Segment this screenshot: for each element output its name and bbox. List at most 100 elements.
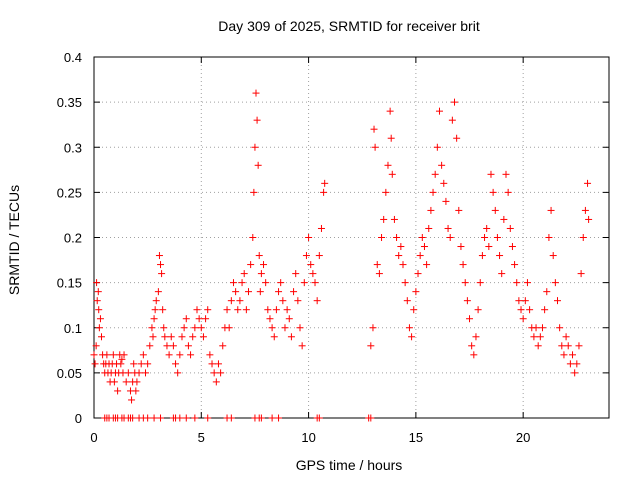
data-point [508,243,516,251]
data-point [124,369,132,377]
data-point [214,360,222,368]
data-point [425,224,433,232]
data-point [371,143,379,151]
data-points [90,89,593,422]
data-point [564,342,572,350]
data-point [498,270,506,278]
data-point [461,279,469,287]
data-point [401,279,409,287]
data-point [160,324,168,332]
data-point [195,315,203,323]
data-point [184,342,192,350]
data-point [315,414,323,422]
x-tick-label: 5 [198,430,205,445]
y-tick-label: 0.15 [57,276,82,291]
axis-ticks [93,56,609,419]
data-point [313,297,321,305]
data-point [210,369,218,377]
data-point [247,261,255,269]
data-point [272,306,280,314]
data-point [369,324,377,332]
data-point [321,179,329,187]
data-point [275,288,283,296]
data-point [157,261,165,269]
data-point [197,324,205,332]
data-point [431,170,439,178]
data-point [275,414,283,422]
data-point [541,306,549,314]
data-point [403,297,411,305]
data-point [470,351,478,359]
data-point [262,279,270,287]
data-point [187,351,195,359]
data-point [182,414,190,422]
data-point [573,360,581,368]
data-point [481,234,489,241]
data-point [478,252,486,260]
data-point [412,288,420,296]
data-point [485,243,493,251]
y-tick-label: 0 [75,411,82,426]
data-point [440,179,448,187]
data-point [390,215,398,223]
data-point [526,306,534,314]
data-point [438,161,446,169]
data-point [137,360,145,368]
data-point [500,215,508,223]
y-axis-label: SRMTID / TECUs [6,185,22,295]
x-axis-label: GPS time / hours [296,457,403,473]
data-point [549,252,557,260]
data-point [270,333,278,341]
data-point [252,89,260,97]
x-tick-labels: 0 5 10 15 20 [90,430,530,445]
data-point [135,369,143,377]
grid-lines [94,57,609,418]
data-point [562,333,570,341]
data-point [176,414,184,422]
data-point [547,206,555,214]
data-point [202,315,210,323]
data-point [468,342,476,350]
data-point [223,306,231,314]
data-point [149,333,157,341]
data-point [317,224,325,232]
data-point [373,261,381,269]
data-point [163,342,171,350]
data-point [423,261,431,269]
data-point [142,369,149,377]
data-point [122,378,130,386]
data-point [234,306,242,314]
data-point [309,270,317,278]
y-tick-label: 0.3 [64,140,82,155]
data-point [560,351,568,359]
data-point [558,342,566,350]
data-point [459,261,467,269]
data-point [506,224,514,232]
data-point [257,270,265,278]
data-point [307,261,315,269]
data-point [236,297,244,305]
data-point [416,252,424,260]
data-point [378,234,386,241]
data-point [229,279,237,287]
data-point [474,306,482,314]
data-point [133,378,141,386]
data-point [182,315,190,323]
data-point [395,252,403,260]
data-point [120,351,128,359]
data-point [93,279,101,287]
data-point [530,333,538,341]
data-point [420,243,428,251]
data-point [167,333,175,341]
x-tick-label: 0 [90,430,97,445]
data-point [257,414,265,422]
data-point [487,170,495,178]
data-point [579,234,587,241]
data-point [545,234,553,241]
data-point [266,315,274,323]
data-point [240,270,248,278]
data-point [448,116,456,124]
data-point [152,297,160,305]
data-point [311,279,319,287]
data-point [96,315,104,323]
